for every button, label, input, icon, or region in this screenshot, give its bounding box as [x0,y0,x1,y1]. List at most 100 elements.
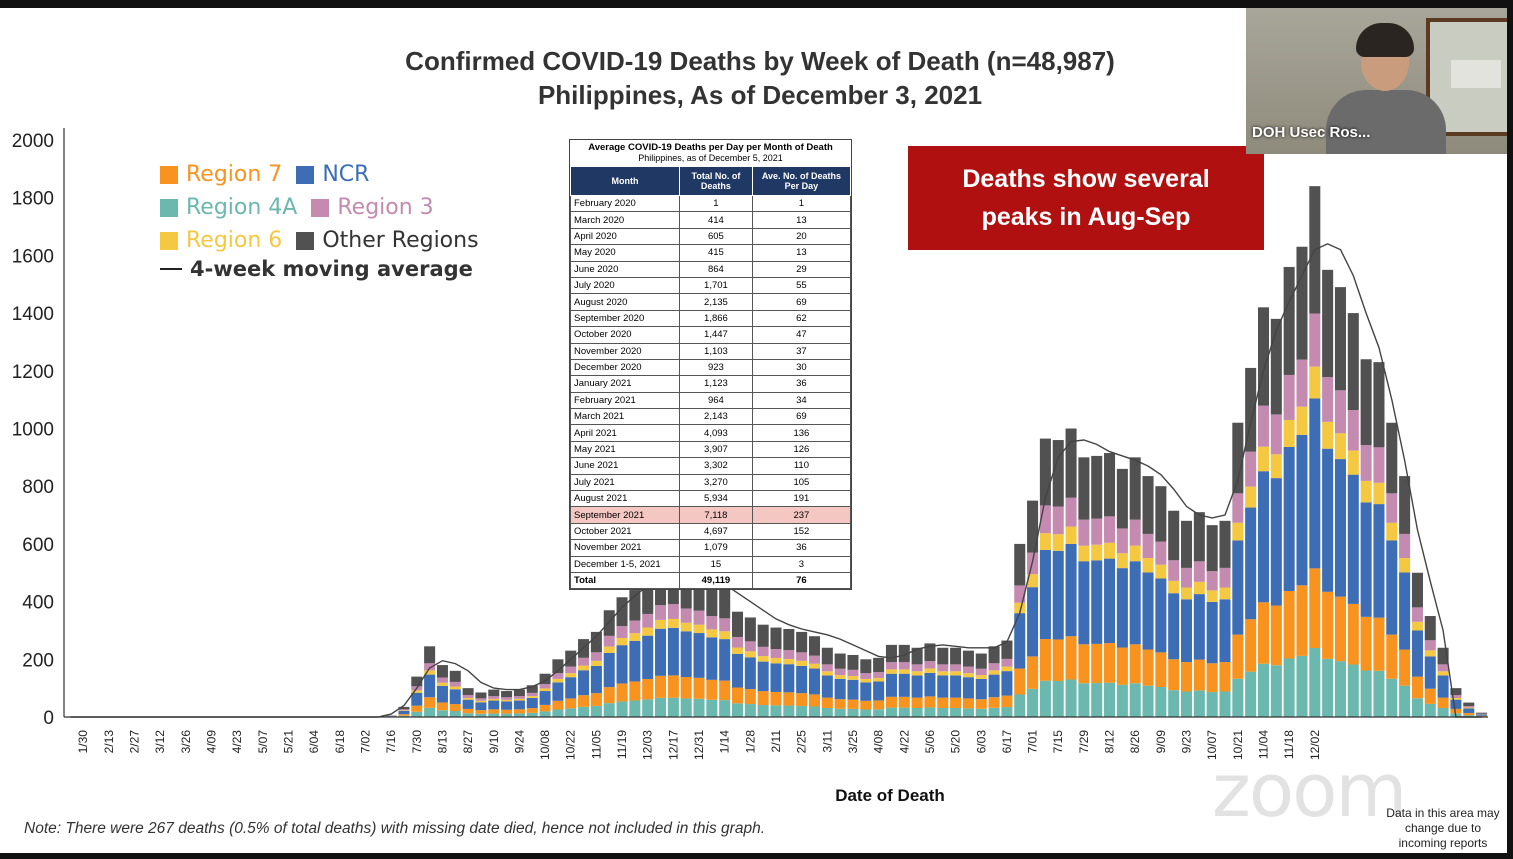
bar-segment-region-6 [436,682,448,686]
cell-average: 47 [751,326,852,344]
bar-segment-ncr [1116,568,1128,648]
bar-segment-region-6 [898,669,910,674]
bar-segment-region-7 [1386,634,1398,679]
bar-segment-region-3 [1424,640,1436,651]
bar-segment-region-7 [1257,602,1270,664]
bar-segment-region-7 [1360,616,1372,671]
bar-segment-other-regions [1386,422,1398,494]
bar-segment-ncr [603,652,615,688]
bar-segment-region-6 [962,673,974,678]
cell-month: October 2021 [570,522,680,541]
cell-total: 605 [679,227,753,246]
bar-segment-region-7 [513,709,525,714]
bar-segment-region-3 [911,664,923,672]
bar-segment-region-6 [885,669,897,674]
bar-segment-region-3 [449,681,461,687]
bar-segment-region-7 [655,675,667,698]
bar-segment-region-7 [629,681,641,701]
bar-segment-ncr [911,675,923,698]
bar-segment-other-regions [1039,438,1051,506]
bar-segment-ncr [1078,561,1090,645]
bar-segment-region-4a [1129,683,1141,717]
legend-label-region7: Region 7 [186,162,283,187]
cell-total: 1,103 [679,342,753,360]
legend-row-3: Region 6 Other Regions [160,224,493,257]
bar-segment-region-6 [1360,480,1372,503]
bar-segment-region-3 [937,664,949,672]
top-frame-bar [0,0,1513,8]
bar-segment-other-regions [962,650,974,667]
bar-segment-region-6 [667,618,679,628]
bar-segment-other-regions [770,627,782,650]
bar-segment-region-4a [642,699,654,717]
bar-segment-region-6 [1206,590,1218,602]
bar-segment-region-3 [885,662,897,670]
bar-segment-other-regions [1270,318,1282,415]
bar-segment-region-3 [475,698,487,701]
bar-segment-region-7 [539,704,551,712]
bar-segment-other-regions [1027,500,1039,553]
bar-segment-other-regions [975,653,987,669]
bar-segment-other-regions [1193,512,1205,562]
bar-segment-region-7 [898,696,910,708]
cell-total: 1,866 [679,309,753,328]
bar-segment-other-regions [462,688,474,696]
table-row: March 2020 414 13 [570,211,852,229]
bar-segment-region-7 [1424,688,1436,704]
x-tick-label: 9/10 [487,730,501,754]
bar-segment-region-3 [847,669,859,677]
x-tick-label: 7/15 [1051,730,1065,754]
bar-segment-region-6 [642,627,654,636]
bar-segment-other-regions [834,653,846,669]
bar-segment-other-regions [424,646,436,664]
bar-segment-region-4a [655,697,667,717]
cell-total: 1,079 [679,539,753,557]
bar-segment-region-3 [732,636,744,648]
bar-segment-region-7 [770,691,782,706]
bar-segment-ncr [1373,504,1385,618]
cell-total: 5,934 [679,490,753,508]
bar-segment-ncr [411,692,423,706]
bar-segment-region-4a [783,705,795,717]
table-title: Average COVID-19 Deaths per Day per Mont… [588,142,833,153]
bar-segment-region-6 [578,665,590,671]
table-row: February 2021 964 34 [570,391,852,410]
cell-average: 105 [751,473,852,492]
x-tick-label: 9/09 [1154,730,1168,754]
bar-segment-ncr [706,637,718,680]
bar-segment-other-regions [1181,520,1193,568]
webcam-video-tile[interactable]: DOH Usec Ros... [1246,8,1507,154]
y-tick-label: 2000 [12,131,54,152]
bar-segment-region-3 [1193,561,1205,582]
x-tick-label: 9/24 [512,730,526,754]
bar-segment-region-4a [1039,680,1051,717]
bar-segment-region-3 [1245,451,1257,487]
legend-swatch-other [296,231,315,250]
x-tick-label: 11/04 [1257,730,1271,759]
bar-segment-region-3 [424,663,436,671]
cell-average: 36 [751,539,852,557]
bar-segment-region-4a [847,708,859,717]
bar-segment-ncr [1232,540,1244,635]
bar-segment-region-6 [860,678,872,683]
bar-segment-region-7 [757,691,769,705]
bar-segment-region-7 [1245,619,1257,672]
legend-swatch-region3 [311,198,330,217]
bottom-frame-bar [0,853,1513,859]
bar-segment-other-regions [1155,486,1167,542]
cell-total: 864 [679,260,753,278]
bar-segment-region-3 [796,652,808,661]
bar-segment-region-7 [1052,639,1064,681]
bar-segment-region-3 [552,673,564,679]
bar-segment-other-regions [924,643,936,662]
bar-segment-ncr [1270,478,1282,606]
bar-segment-region-4a [1309,647,1321,717]
bar-segment-region-6 [449,686,461,690]
bar-segment-ncr [744,657,756,690]
x-tick-label: 4/09 [205,730,219,754]
bar-segment-other-regions [1399,476,1411,534]
cell-average: 152 [751,522,852,541]
bar-segment-region-7 [449,704,461,711]
bar-segment-region-3 [834,668,846,676]
bar-segment-region-7 [1091,643,1103,684]
